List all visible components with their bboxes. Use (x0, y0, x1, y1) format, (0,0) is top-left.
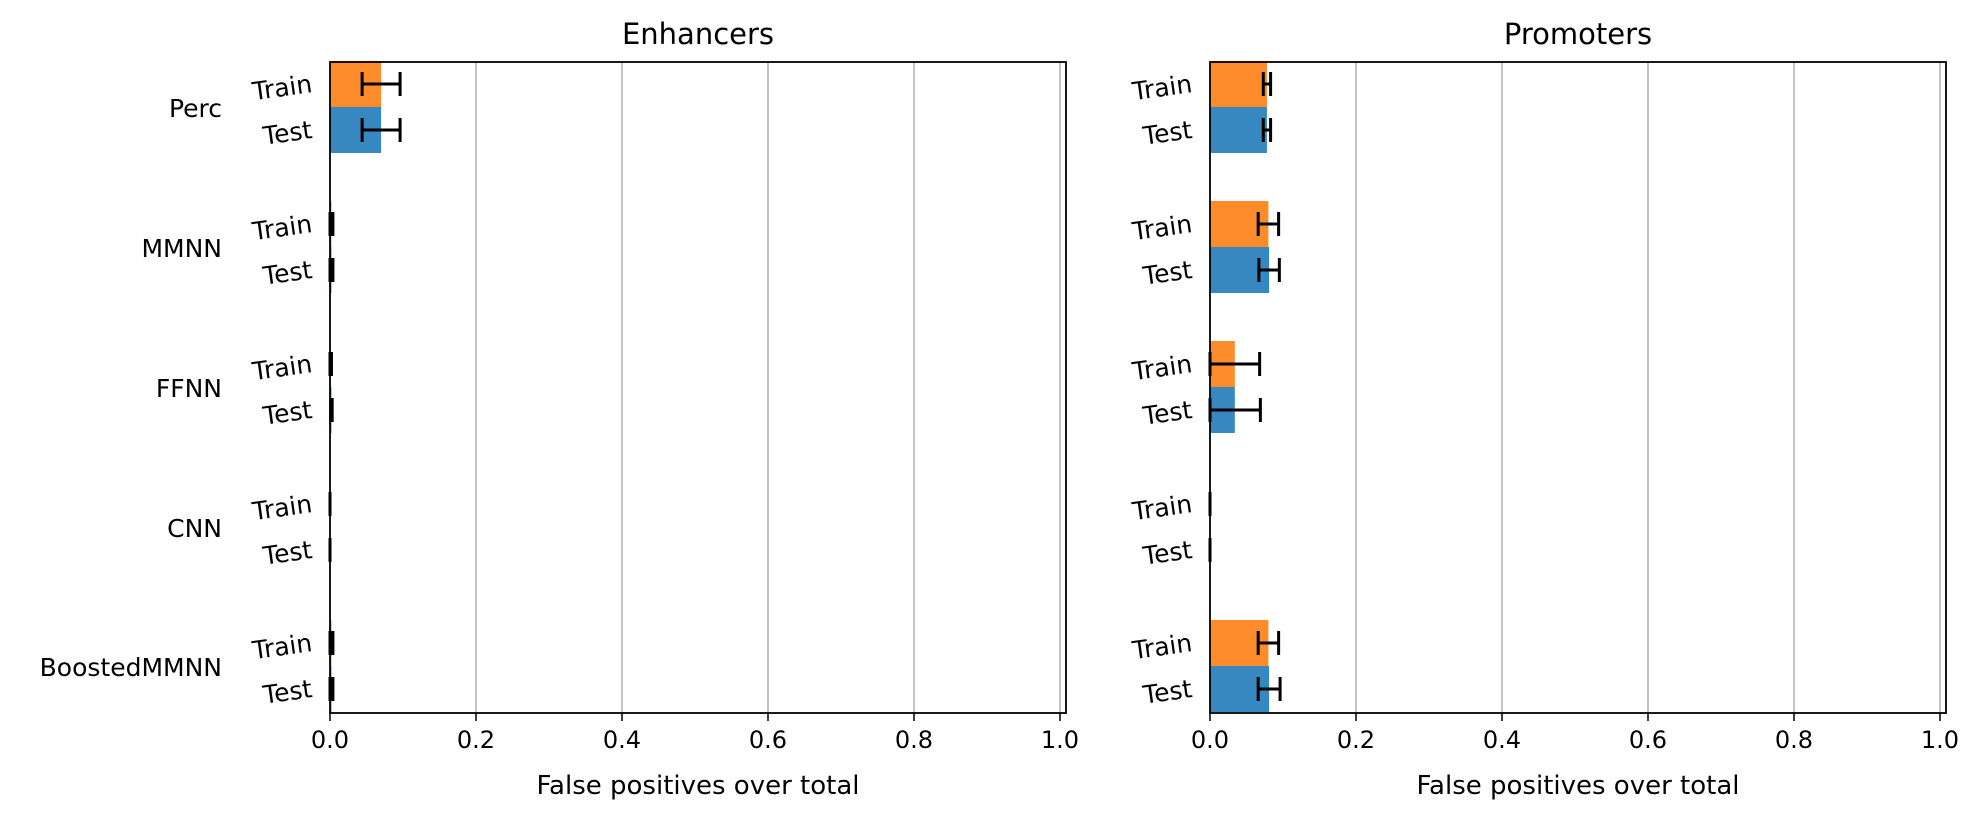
y-sub-label: Train (250, 209, 314, 246)
y-group-label: CNN (167, 514, 222, 543)
y-sub-label: Test (260, 255, 314, 291)
y-sub-label: Test (260, 674, 314, 710)
y-group-label: Perc (169, 94, 222, 123)
error-bar (360, 118, 402, 142)
error-bar (360, 72, 402, 96)
x-tick-label: 0.0 (311, 726, 349, 754)
y-sub-label: Train (250, 489, 314, 526)
y-group-label: MMNN (141, 234, 222, 263)
y-sub-label: Train (1130, 489, 1194, 526)
y-sub-label: Test (1140, 674, 1194, 710)
y-sub-label: Test (260, 535, 314, 571)
chart-title: Enhancers (622, 17, 774, 51)
error-bar (329, 398, 334, 422)
y-sub-label: Test (1140, 395, 1194, 431)
panel-promoters: 0.0 0.2 0.4 0.6 0.8 1.0 Train Test Train Test Trai… (1130, 17, 1960, 801)
x-tick-label: 0.0 (1191, 726, 1229, 754)
x-tick-label: 0.6 (1629, 726, 1667, 754)
x-tick-label: 0.2 (1337, 726, 1375, 754)
y-sub-label: Train (1130, 209, 1194, 246)
y-group-label: BoostedMMNN (40, 653, 222, 682)
y-group-label: FFNN (156, 374, 222, 403)
y-sub-label: Train (250, 349, 314, 386)
error-bar (1261, 118, 1273, 142)
plot-frame (1209, 61, 1947, 714)
y-sub-label: Train (1130, 349, 1194, 386)
error-bar (1261, 72, 1273, 96)
y-sub-label: Test (260, 115, 314, 151)
x-tick-label: 0.2 (457, 726, 495, 754)
y-sub-label: Train (1130, 69, 1194, 106)
x-tick-label: 1.0 (1041, 726, 1079, 754)
error-bar (1256, 631, 1281, 655)
x-tick-label: 0.4 (1483, 726, 1521, 754)
x-tick-label: 0.6 (749, 726, 787, 754)
error-bar (1256, 677, 1282, 701)
plot-frame (329, 61, 1067, 714)
y-sub-label: Test (1140, 535, 1194, 571)
x-axis-label: False positives over total (536, 771, 859, 801)
error-bar (1257, 258, 1281, 282)
error-bar (1256, 212, 1281, 236)
x-axis-label: False positives over total (1416, 771, 1739, 801)
y-sub-label: Train (1130, 628, 1194, 665)
x-tick-label: 1.0 (1921, 726, 1959, 754)
bar-test-perc (1210, 107, 1267, 153)
y-sub-label: Train (250, 628, 314, 665)
chart-title: Promoters (1504, 17, 1652, 51)
y-sub-label: Test (1140, 115, 1194, 151)
x-tick-label: 0.8 (895, 726, 933, 754)
y-sub-label: Test (260, 395, 314, 431)
bar-train-perc (1210, 61, 1267, 107)
y-sub-label: Train (250, 69, 314, 106)
y-sub-label: Test (1140, 255, 1194, 291)
panel-enhancers: 0.0 0.2 0.4 0.6 0.8 1.0 Train Test Perc Train Test… (40, 17, 1079, 801)
x-tick-label: 0.4 (603, 726, 641, 754)
x-tick-label: 0.8 (1775, 726, 1813, 754)
